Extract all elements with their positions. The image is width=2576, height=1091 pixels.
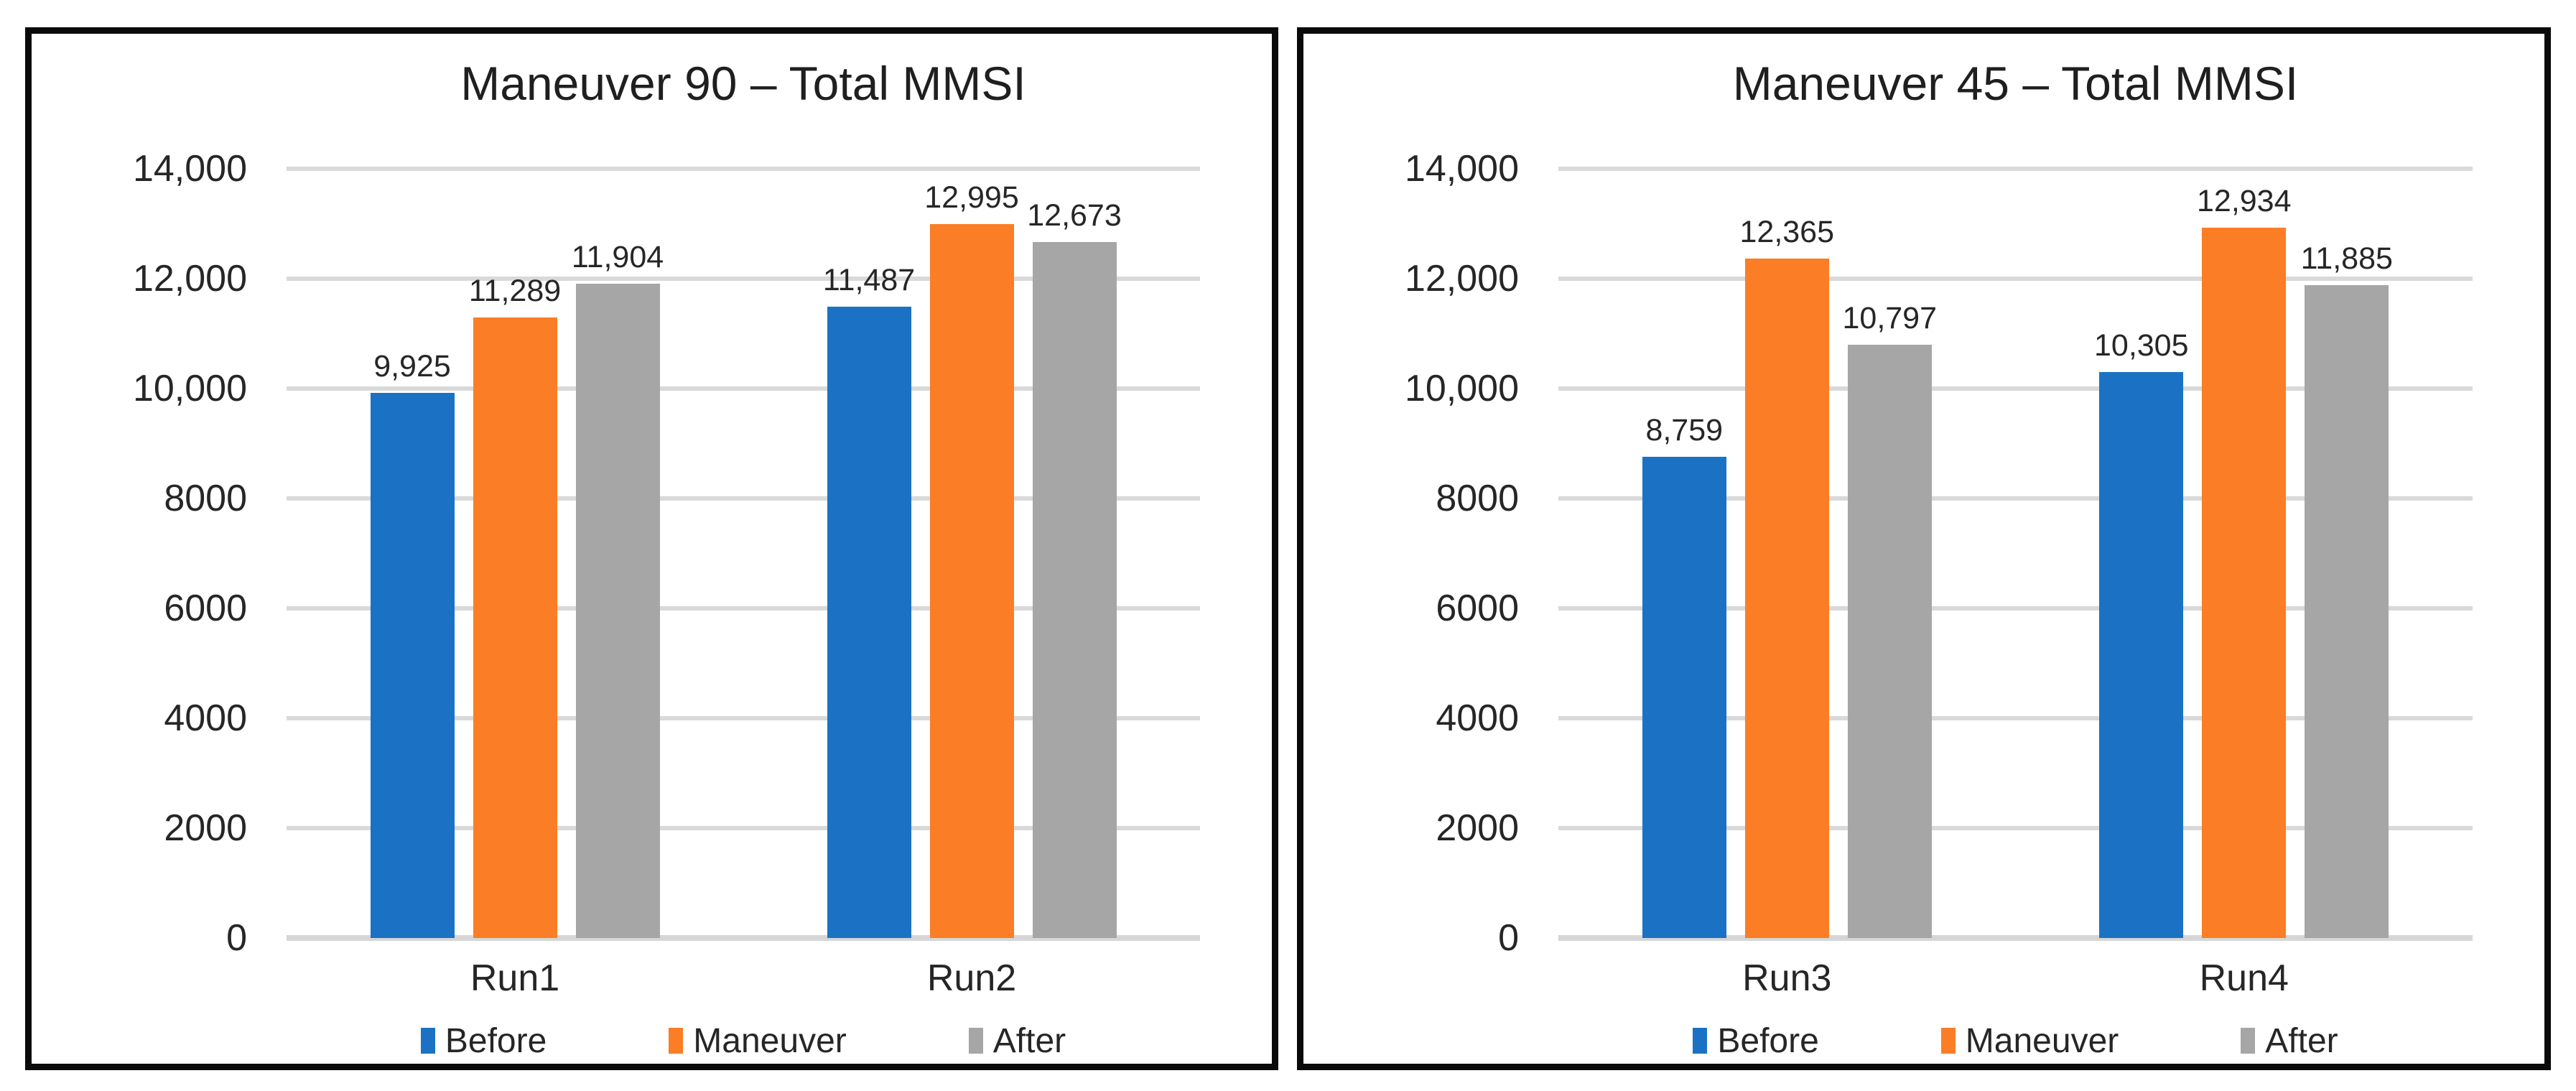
y-axis-tick-label: 10,000 xyxy=(1404,368,1519,409)
x-axis-category-labels: Run3 Run4 xyxy=(1558,957,2473,1000)
chart-legend: Before Maneuver After xyxy=(1558,1020,2473,1062)
legend-item-after: After xyxy=(2241,1021,2338,1061)
bar-value-label: 9,925 xyxy=(373,348,451,384)
bar-after-run4 xyxy=(2305,284,2389,938)
gridline xyxy=(287,167,1200,171)
y-axis-tick-label: 4000 xyxy=(1436,697,1519,739)
y-axis-tick-label: 12,000 xyxy=(1404,258,1519,300)
gridline xyxy=(1558,935,2473,941)
y-axis-tick-label: 2000 xyxy=(164,807,247,849)
x-axis-category-labels: Run1 Run2 xyxy=(287,957,1200,1000)
bar-value-label: 11,487 xyxy=(822,263,916,298)
bar-value-label: 12,365 xyxy=(1739,215,1835,250)
gridline xyxy=(1558,606,2473,611)
chart-panel-maneuver-45: Maneuver 45 – Total MMSI 0 2000 4000 6000 80… xyxy=(1297,27,2551,1070)
x-category-label-run3: Run3 xyxy=(1742,957,1832,999)
legend-label: Before xyxy=(445,1021,547,1060)
gridline xyxy=(287,606,1200,611)
x-category-label-run2: Run2 xyxy=(926,957,1017,999)
bar-before-run1 xyxy=(370,392,455,938)
legend-label: Maneuver xyxy=(693,1021,847,1060)
chart-title: Maneuver 45 – Total MMSI xyxy=(1732,57,2299,110)
bar-value-label: 10,305 xyxy=(2093,328,2189,363)
y-axis-tick-label: 6000 xyxy=(1436,588,1519,629)
legend-swatch-icon xyxy=(420,1028,435,1054)
legend-label: Before xyxy=(1717,1021,1819,1060)
gridline xyxy=(1558,167,2473,171)
bar-value-label: 8,759 xyxy=(1645,412,1724,447)
gridline xyxy=(287,826,1200,830)
gridline xyxy=(1558,386,2473,391)
bar-value-label: 10,797 xyxy=(1842,301,1938,336)
bar-after-run3 xyxy=(1847,345,1932,938)
bar-before-run2 xyxy=(827,307,911,938)
legend-label: Maneuver xyxy=(1965,1021,2119,1060)
legend-item-maneuver: Maneuver xyxy=(1940,1021,2119,1061)
bar-value-label: 11,289 xyxy=(468,274,562,309)
legend-item-maneuver: Maneuver xyxy=(669,1021,847,1061)
y-axis-tick-label: 14,000 xyxy=(1404,148,1519,190)
gridline xyxy=(1558,277,2473,281)
y-axis-tick-label: 8000 xyxy=(164,478,247,519)
gridline xyxy=(287,386,1200,391)
chart-legend: Before Maneuver After xyxy=(287,1020,1200,1062)
bar-after-run2 xyxy=(1032,241,1117,938)
bar-maneuver-run2 xyxy=(929,223,1014,938)
y-axis-tick-label: 10,000 xyxy=(132,368,247,409)
y-axis-tick-label: 0 xyxy=(1498,917,1519,959)
bar-value-label: 12,995 xyxy=(924,180,1019,215)
bar-value-label: 11,904 xyxy=(571,240,664,275)
chart-panel-maneuver-90: Maneuver 90 – Total MMSI 0 2000 4000 6000 80… xyxy=(25,27,1278,1070)
legend-label: After xyxy=(992,1021,1066,1060)
legend-swatch-icon xyxy=(968,1028,983,1054)
legend-swatch-icon xyxy=(1940,1028,1956,1054)
legend-item-before: Before xyxy=(420,1021,547,1061)
gridline xyxy=(287,277,1200,281)
legend-item-after: After xyxy=(968,1021,1066,1061)
plot-area: 0 2000 4000 6000 8000 10,000 12,000 14,000 9,925… xyxy=(133,148,1200,959)
y-axis-tick-label: 8000 xyxy=(1436,478,1519,519)
bar-value-label: 12,934 xyxy=(2196,183,2292,218)
gridline xyxy=(287,716,1200,720)
chart-title: Maneuver 90 – Total MMSI xyxy=(460,57,1026,110)
legend-swatch-icon xyxy=(2241,1028,2256,1054)
gridline xyxy=(1558,716,2473,720)
bar-before-run4 xyxy=(2099,371,2184,938)
x-category-label-run4: Run4 xyxy=(2199,957,2289,999)
bar-after-run1 xyxy=(575,284,660,938)
legend-swatch-icon xyxy=(1693,1028,1708,1054)
x-category-label-run1: Run1 xyxy=(470,957,560,999)
bar-maneuver-run4 xyxy=(2202,227,2287,938)
y-axis-tick-label: 14,000 xyxy=(132,148,247,190)
bar-before-run3 xyxy=(1642,456,1726,938)
y-axis-tick-label: 0 xyxy=(226,917,247,959)
bar-value-label: 11,885 xyxy=(2300,241,2393,276)
gridline xyxy=(1558,826,2473,830)
plot-area: 0 2000 4000 6000 8000 10,000 12,000 14,000 8,759… xyxy=(1405,148,2473,959)
gridline xyxy=(1558,496,2473,501)
legend-label: After xyxy=(2265,1021,2338,1060)
gridline xyxy=(287,496,1200,501)
y-axis-tick-label: 2000 xyxy=(1436,807,1519,849)
legend-swatch-icon xyxy=(669,1028,684,1054)
y-axis-tick-label: 12,000 xyxy=(132,258,247,300)
bar-value-label: 12,673 xyxy=(1027,198,1122,233)
bar-maneuver-run3 xyxy=(1744,259,1829,938)
y-axis-tick-label: 6000 xyxy=(164,588,247,629)
legend-item-before: Before xyxy=(1693,1021,1819,1061)
gridline xyxy=(287,935,1200,941)
y-axis-tick-label: 4000 xyxy=(164,697,247,739)
bar-maneuver-run1 xyxy=(473,317,557,938)
